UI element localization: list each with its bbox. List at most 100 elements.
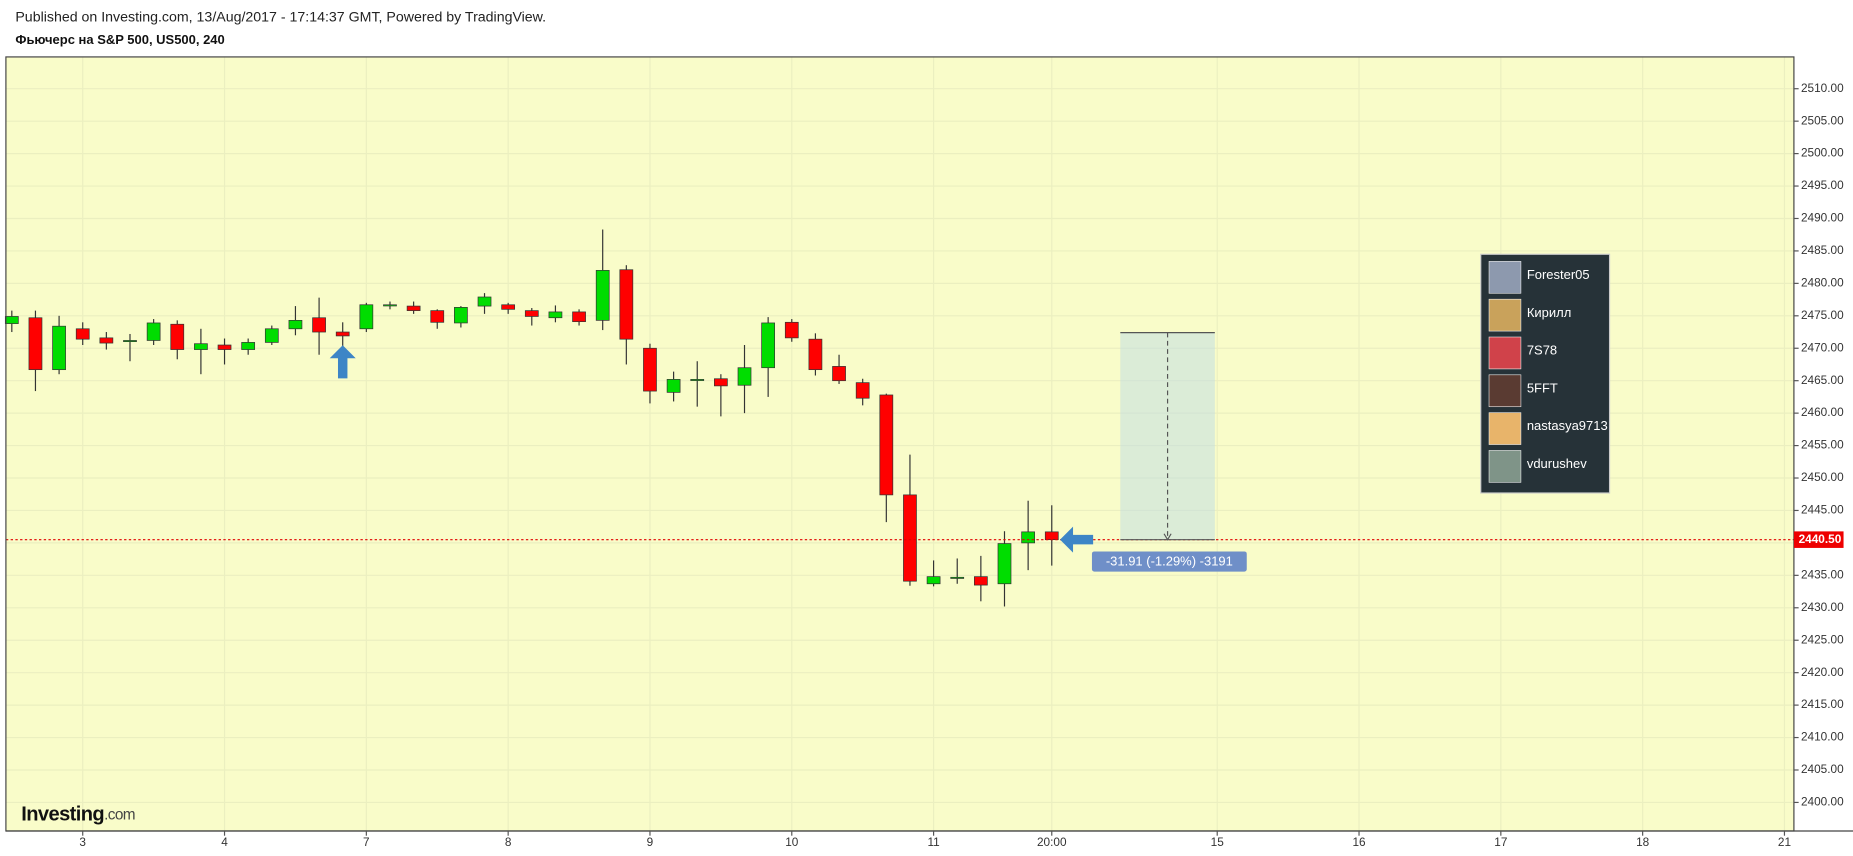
candle-body <box>217 344 232 350</box>
candle-body <box>454 307 468 324</box>
user-name: 7S78 <box>1527 343 1557 358</box>
up-arrow <box>329 345 356 379</box>
last-price-label: 2440.50 <box>1799 532 1842 546</box>
measure-label-box <box>1091 551 1247 572</box>
y-tick-label: 2495.00 <box>1801 178 1844 192</box>
x-tick-label: 7 <box>363 835 370 849</box>
candle-body <box>406 305 421 311</box>
x-tick-label: 8 <box>505 835 512 849</box>
y-tick-label: 2450.00 <box>1801 470 1844 484</box>
user-avatar <box>1488 336 1522 370</box>
user-avatar <box>1488 374 1522 408</box>
user-name: Кирилл <box>1527 305 1571 320</box>
candle-body <box>477 296 492 307</box>
user-name: vdurushev <box>1527 456 1587 471</box>
candle-body <box>146 322 161 341</box>
candle-body <box>312 317 326 333</box>
y-tick-label: 2505.00 <box>1801 113 1844 127</box>
candle-body <box>264 328 279 343</box>
candle-body <box>4 316 19 324</box>
candle-body <box>832 366 846 382</box>
candle-body <box>926 576 941 585</box>
x-tick-label: 10 <box>785 835 799 849</box>
y-tick-label: 2455.00 <box>1801 438 1844 452</box>
measure-label: -31.91 (-1.29%) -3191 <box>1106 554 1233 569</box>
candle-body <box>335 331 350 337</box>
y-tick-label: 2500.00 <box>1801 146 1844 160</box>
y-tick-label: 2430.00 <box>1801 600 1844 614</box>
x-tick-label: 11 <box>927 835 939 849</box>
candle-body <box>784 321 799 339</box>
chart-title: Фьючерс на S&P 500, US500, 240 <box>15 32 224 47</box>
logo-suffix: .com <box>104 807 135 824</box>
y-tick-label: 2480.00 <box>1801 275 1844 289</box>
y-tick-label: 2465.00 <box>1801 373 1844 387</box>
candle-body <box>52 325 66 371</box>
candle-body <box>879 394 894 496</box>
y-tick-label: 2490.00 <box>1801 211 1844 225</box>
candle-body <box>1044 531 1059 541</box>
user-avatar <box>1488 450 1522 483</box>
candle-body <box>761 322 775 369</box>
user-avatar <box>1488 298 1522 332</box>
user-avatar <box>1488 412 1522 445</box>
candle-body <box>99 337 114 344</box>
candle-body <box>666 379 681 393</box>
candle-body <box>1021 531 1035 544</box>
last-price-box <box>1793 531 1844 548</box>
candle-body <box>572 311 586 323</box>
candle-body <box>714 378 728 387</box>
candle-body <box>288 319 303 330</box>
y-tick-label: 2435.00 <box>1801 567 1844 581</box>
y-tick-label: 2400.00 <box>1801 795 1844 809</box>
candle-body <box>950 576 965 579</box>
candle-body <box>501 304 516 310</box>
y-tick-label: 2410.00 <box>1801 730 1844 744</box>
y-tick-label: 2415.00 <box>1801 697 1844 711</box>
candle-body <box>383 304 397 307</box>
candle-body <box>548 311 563 319</box>
x-tick-label: 17 <box>1494 835 1507 849</box>
overlay: -31.91 (-1.29%) -3191 <box>5 332 1794 572</box>
left-arrow <box>1060 526 1094 553</box>
measure-arrowhead <box>1163 533 1172 541</box>
user-avatar <box>1488 261 1522 294</box>
candle-body <box>359 304 374 330</box>
x-tick-label: 18 <box>1636 835 1650 849</box>
candle-body <box>28 317 43 371</box>
published-note: Published on Investing.com, 13/Aug/2017 … <box>15 10 546 26</box>
user-name: Forester05 <box>1527 267 1590 282</box>
x-tick-label: 16 <box>1352 835 1366 849</box>
candle-body <box>524 310 539 317</box>
y-tick-label: 2510.00 <box>1801 81 1844 95</box>
y-tick-label: 2445.00 <box>1801 503 1844 517</box>
logo-text: Investing.com <box>21 804 135 826</box>
candle-body <box>737 367 752 386</box>
y-tick-label: 2425.00 <box>1801 632 1844 646</box>
candle-body <box>170 323 185 350</box>
candle-body <box>808 338 823 371</box>
candle-body <box>430 310 445 323</box>
y-tick-label: 2470.00 <box>1801 340 1844 354</box>
logo-main: Investing <box>21 804 104 826</box>
candle-body <box>997 543 1012 585</box>
x-tick-label: 4 <box>221 835 228 849</box>
x-tick-label: 20:00 <box>1037 835 1067 849</box>
candle-body <box>855 382 870 399</box>
y-tick-label: 2485.00 <box>1801 243 1844 257</box>
candles <box>4 229 1059 607</box>
candle-body <box>619 269 634 340</box>
candle-body <box>75 328 90 340</box>
candle-body <box>194 343 208 350</box>
user-name: nastasya9713 <box>1527 418 1608 433</box>
candle-body <box>595 270 610 321</box>
candle-body <box>690 379 705 381</box>
x-tick-label: 21 <box>1778 835 1791 849</box>
y-tick-label: 2460.00 <box>1801 405 1844 419</box>
x-tick-label: 15 <box>1211 835 1225 849</box>
candle-body <box>241 342 256 350</box>
candle-body <box>123 340 137 343</box>
user-name: 5FFT <box>1527 380 1558 395</box>
